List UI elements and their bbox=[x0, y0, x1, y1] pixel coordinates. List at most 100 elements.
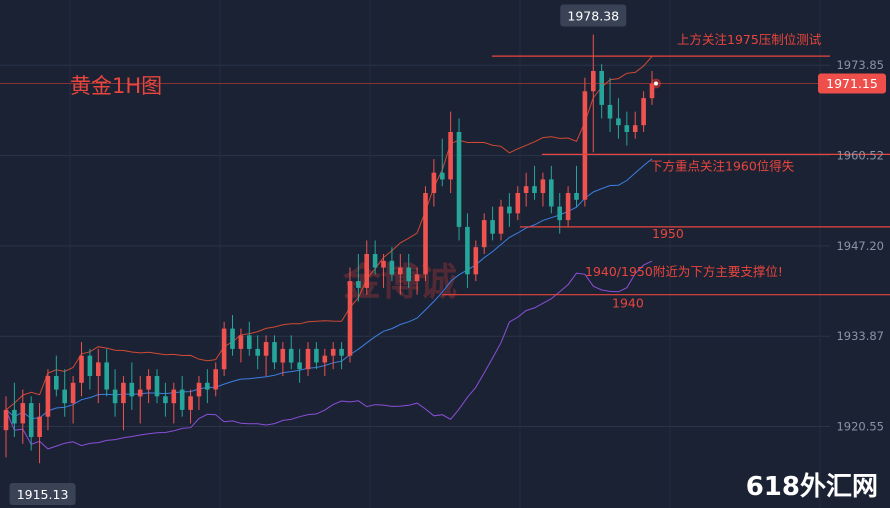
site-watermark: 618外汇网 bbox=[746, 472, 878, 502]
candle-body bbox=[456, 132, 462, 227]
candle-body bbox=[339, 348, 344, 356]
candle-body bbox=[213, 369, 218, 390]
candle-body bbox=[305, 348, 311, 370]
candle-body bbox=[557, 206, 562, 221]
candle-body bbox=[591, 71, 596, 92]
candle-body bbox=[381, 260, 386, 268]
candle-body bbox=[3, 409, 9, 431]
candle-body bbox=[616, 118, 621, 126]
candle-body bbox=[523, 186, 529, 193]
candle-body bbox=[440, 172, 445, 180]
candle-body bbox=[263, 342, 269, 356]
candle-body bbox=[154, 376, 160, 397]
candle-body bbox=[163, 396, 168, 404]
candle-body bbox=[507, 206, 512, 214]
candle-body bbox=[582, 91, 588, 200]
candle-body bbox=[406, 267, 411, 282]
support-note: 1940/1950附近为下方主要支撑位! bbox=[585, 264, 783, 279]
candle-body bbox=[607, 104, 613, 119]
candle-body bbox=[37, 416, 42, 437]
candle-body bbox=[87, 355, 93, 376]
candle-body bbox=[28, 403, 34, 437]
candle-body bbox=[62, 389, 67, 404]
y-tick-label: 1947.20 bbox=[836, 239, 884, 253]
candle-body bbox=[205, 382, 210, 390]
candle-body bbox=[414, 274, 420, 282]
grid bbox=[0, 0, 830, 508]
candle-body bbox=[632, 125, 638, 132]
low-label: 1915.13 bbox=[17, 487, 69, 502]
candle-body bbox=[398, 267, 403, 275]
candle-body bbox=[389, 260, 395, 275]
candle-body bbox=[532, 186, 537, 193]
chart-title: 黄金1H图 bbox=[70, 74, 162, 98]
candle-body bbox=[129, 382, 135, 397]
y-tick-label: 1920.55 bbox=[836, 419, 884, 433]
candle-body bbox=[549, 179, 554, 207]
candle-body bbox=[372, 254, 378, 268]
candle-body bbox=[574, 193, 579, 200]
candle-body bbox=[188, 396, 193, 410]
candle-body bbox=[641, 98, 646, 126]
candle-body bbox=[423, 193, 428, 275]
candle-body bbox=[498, 206, 504, 234]
candle-body bbox=[121, 382, 126, 404]
candle-body bbox=[171, 389, 177, 404]
level-label: 1950 bbox=[652, 226, 684, 241]
lower-band-line bbox=[5, 260, 653, 450]
candle-body bbox=[196, 382, 202, 397]
candles bbox=[3, 34, 655, 464]
candle-body bbox=[490, 220, 495, 234]
current-price-label: 1971.15 bbox=[826, 76, 878, 91]
candle-body bbox=[465, 226, 470, 275]
candle-body bbox=[79, 355, 84, 383]
candle-body bbox=[347, 281, 353, 356]
candle-body bbox=[330, 348, 336, 356]
candle-body bbox=[297, 362, 302, 370]
candle-body bbox=[540, 179, 546, 193]
candle-body bbox=[473, 247, 479, 275]
candle-body bbox=[137, 389, 143, 397]
low-label-box bbox=[9, 483, 76, 505]
upper-band-line bbox=[5, 56, 653, 411]
candle-body bbox=[481, 220, 487, 248]
candle-body bbox=[448, 132, 453, 180]
candle-body bbox=[230, 328, 235, 349]
high-label: 1978.38 bbox=[567, 9, 619, 24]
candle-body bbox=[272, 342, 277, 363]
candle-body bbox=[45, 376, 51, 417]
candle-body bbox=[12, 409, 17, 424]
level-label: 1940 bbox=[612, 296, 644, 311]
candle-body bbox=[179, 389, 185, 410]
current-price-box bbox=[818, 73, 886, 94]
y-tick-label: 1973.85 bbox=[836, 58, 884, 72]
candle-body bbox=[314, 348, 319, 363]
current-price-dot-core bbox=[654, 81, 658, 86]
candle-body bbox=[247, 335, 252, 349]
candle-body bbox=[255, 348, 260, 356]
candle-body bbox=[54, 376, 59, 390]
candle-body bbox=[70, 382, 76, 404]
candle-body bbox=[104, 362, 109, 390]
level-label: 下方重点关注1960位得失 bbox=[650, 158, 795, 173]
candle-body bbox=[20, 403, 26, 424]
price-axis: 1973.85 1960.52 1947.20 1933.87 1920.55 1971.… bbox=[9, 4, 886, 505]
candle-body bbox=[431, 172, 437, 193]
high-label-box bbox=[560, 4, 627, 27]
candle-body bbox=[96, 362, 101, 376]
candle-body bbox=[322, 355, 328, 363]
y-tick-label: 1960.52 bbox=[836, 149, 884, 163]
candle-body bbox=[599, 71, 604, 105]
candle-body bbox=[624, 125, 630, 132]
candle-body bbox=[238, 335, 244, 349]
candle-body bbox=[146, 376, 151, 390]
candle-body bbox=[288, 348, 294, 363]
candle-body bbox=[221, 328, 227, 370]
candle-body bbox=[112, 389, 118, 404]
candle-body bbox=[364, 254, 369, 288]
y-tick-label: 1933.87 bbox=[836, 329, 884, 343]
